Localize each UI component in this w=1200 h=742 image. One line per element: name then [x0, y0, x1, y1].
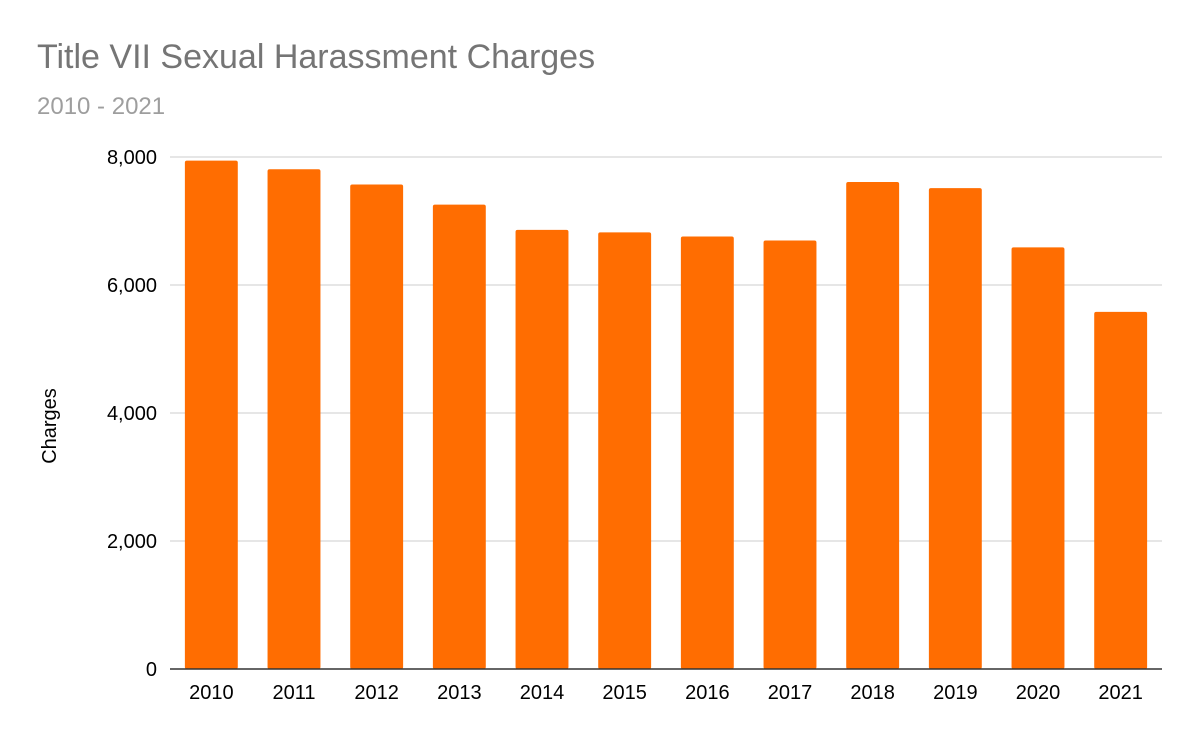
x-tick-label: 2013 — [437, 682, 482, 704]
bar-2019 — [928, 188, 982, 669]
x-tick-label: 2012 — [354, 682, 399, 704]
bar-2010 — [184, 160, 238, 670]
bar-2014 — [515, 229, 569, 669]
y-axis-title: Charges — [39, 388, 61, 464]
y-tick-label: 2,000 — [107, 531, 157, 553]
x-tick-label: 2014 — [520, 682, 565, 704]
y-axis-ticks: 0 2,000 4,000 6,000 8,000 — [107, 147, 157, 681]
x-tick-label: 2017 — [768, 682, 813, 704]
chart-subtitle: 2010 - 2021 — [37, 93, 165, 120]
bars — [184, 160, 1148, 670]
y-tick-label: 6,000 — [107, 275, 157, 297]
x-tick-label: 2019 — [933, 682, 978, 704]
bar-2015 — [598, 232, 652, 669]
x-tick-label: 2015 — [602, 682, 647, 704]
gridlines — [170, 156, 1162, 542]
x-tick-label: 2021 — [1098, 682, 1143, 704]
bar-2012 — [350, 184, 404, 669]
x-tick-label: 2018 — [850, 682, 895, 704]
y-tick-label: 4,000 — [107, 403, 157, 425]
bar-2021 — [1094, 311, 1148, 669]
bar-2011 — [267, 169, 321, 669]
x-tick-label: 2016 — [685, 682, 730, 704]
x-tick-label: 2010 — [189, 682, 234, 704]
bar-2017 — [763, 240, 817, 669]
x-tick-label: 2020 — [1016, 682, 1061, 704]
y-tick-label: 0 — [146, 659, 157, 681]
bar-2013 — [432, 204, 486, 669]
x-axis-ticks: 2010 2011 2012 2013 2014 2015 2016 2017 2018 2019… — [189, 682, 1143, 704]
chart-title: Title VII Sexual Harassment Charges — [37, 38, 595, 76]
y-tick-label: 8,000 — [107, 147, 157, 169]
bar-2016 — [680, 236, 734, 669]
x-tick-label: 2011 — [272, 682, 315, 704]
bar-2018 — [846, 182, 900, 670]
bar-2020 — [1011, 247, 1065, 669]
